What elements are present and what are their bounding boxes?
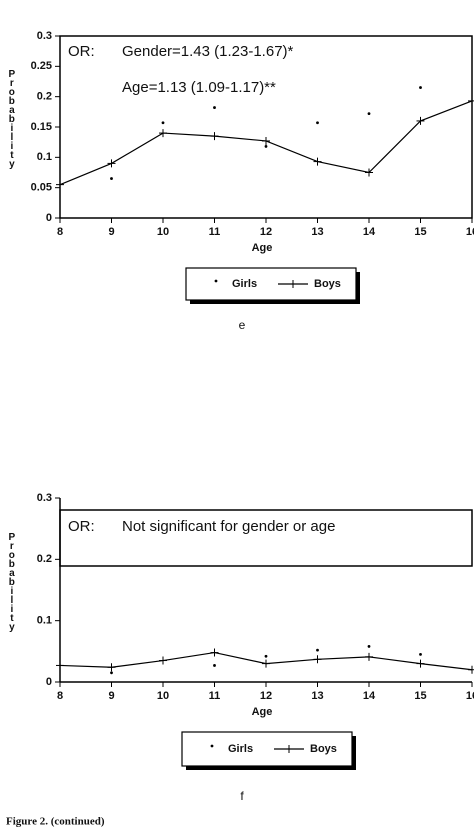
y-tick-label: 0.2: [37, 91, 52, 103]
y-tick-label: 0.1: [37, 151, 52, 163]
boys-point: [468, 665, 474, 674]
annotation-box: [59, 509, 473, 567]
x-tick-label: 14: [363, 690, 376, 702]
boys-point: [262, 136, 270, 145]
girls-point: [316, 121, 319, 125]
annotation: OR:: [68, 518, 95, 535]
annotation: OR:: [68, 43, 95, 60]
legend-swatch: [210, 744, 214, 748]
x-tick-label: 10: [157, 690, 169, 702]
girls-point: [316, 648, 319, 652]
boys-point: [107, 663, 116, 672]
girls-point: [367, 645, 371, 648]
y-tick-label: 0.1: [37, 615, 52, 627]
girls-point: [367, 112, 371, 116]
girls-point: [419, 86, 422, 89]
boys-point: [468, 96, 474, 105]
x-tick-label: 11: [209, 690, 221, 702]
girls-point: [264, 654, 268, 658]
boys-point: [159, 129, 167, 138]
girls-point: [110, 177, 113, 180]
legend: [185, 267, 357, 301]
boys-point: [416, 116, 425, 125]
x-tick-label: 11: [209, 226, 221, 238]
x-tick-label: 13: [311, 226, 323, 238]
boys-point: [56, 180, 64, 189]
boys-point: [210, 648, 219, 657]
panel-label: e: [239, 318, 246, 332]
boys-point: [365, 652, 373, 661]
legend-swatch-marker: [285, 745, 293, 753]
girls-point: [264, 145, 268, 148]
legend-swatch-marker: [289, 280, 297, 288]
y-tick-label: 0.2: [37, 553, 52, 565]
x-tick-label: 10: [157, 226, 169, 238]
legend-swatch: [214, 279, 218, 283]
annotation: Not significant for gender or age: [122, 518, 335, 535]
x-tick-label: 9: [108, 690, 114, 702]
legend-label: Girls: [232, 278, 257, 290]
girls-point: [213, 664, 216, 667]
x-tick-label: 16: [466, 690, 474, 702]
y-tick-label: 0.05: [31, 182, 52, 194]
boys-point: [313, 655, 322, 664]
girls-point: [161, 121, 165, 125]
y-tick-label: 0.3: [37, 30, 52, 42]
x-tick-label: 14: [363, 226, 376, 238]
boys-point: [416, 659, 425, 668]
x-tick-label: 13: [311, 690, 323, 702]
x-tick-label: 8: [57, 226, 63, 238]
x-tick-label: 15: [414, 690, 426, 702]
x-tick-label: 8: [57, 690, 63, 702]
boys-point: [159, 656, 167, 665]
boys-point: [56, 661, 64, 670]
caption: Figure 2. (continued): [6, 816, 105, 828]
girls-point: [213, 106, 216, 109]
girls-point: [110, 671, 113, 675]
legend-label: Boys: [314, 278, 341, 290]
boys-point: [107, 159, 116, 168]
y-axis-label: Probability: [6, 69, 17, 169]
x-tick-label: 9: [108, 226, 114, 238]
boys-point: [365, 168, 373, 177]
annotation: Gender=1.43 (1.23-1.67)*: [122, 43, 294, 60]
boys-point: [210, 132, 219, 141]
y-axis-label: Probability: [6, 532, 17, 632]
x-tick-label: 15: [414, 226, 426, 238]
plot-frame: [59, 35, 473, 219]
legend: [181, 731, 353, 767]
legend-label: Boys: [310, 743, 337, 755]
boys-point: [313, 157, 322, 166]
x-tick-label: 12: [260, 226, 272, 238]
x-axis-label: Age: [252, 242, 273, 254]
x-tick-label: 16: [466, 226, 474, 238]
y-tick-label: 0.15: [31, 121, 52, 133]
boys-point: [262, 659, 270, 668]
annotation: Age=1.13 (1.09-1.17)**: [122, 79, 276, 96]
x-axis-label: Age: [252, 706, 273, 718]
y-tick-label: 0.25: [31, 60, 52, 72]
legend-label: Girls: [228, 743, 253, 755]
y-tick-label: 0.3: [37, 492, 52, 504]
girls-point: [419, 653, 422, 656]
panel-label: f: [240, 789, 244, 803]
x-tick-label: 12: [260, 690, 272, 702]
y-tick-label: 0: [46, 212, 52, 224]
y-tick-label: 0: [46, 676, 52, 688]
